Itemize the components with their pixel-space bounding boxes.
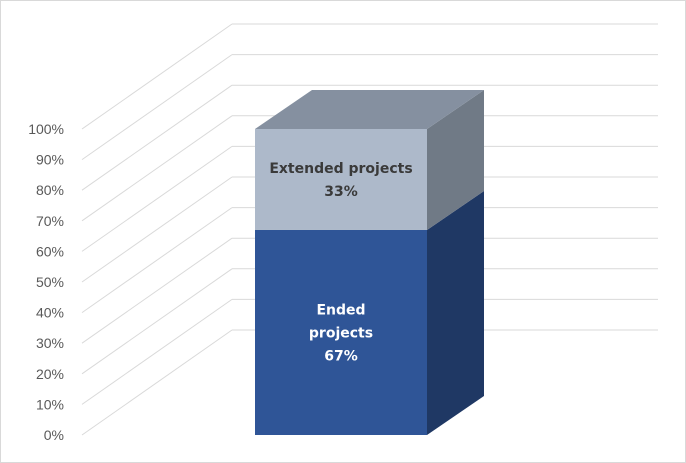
y-tick-label: 10% — [36, 396, 64, 412]
gridline-side — [81, 115, 233, 222]
gridline-side — [81, 329, 233, 436]
bar-front-0 — [255, 229, 427, 435]
gridline-side — [81, 84, 233, 191]
y-axis: 0% 10% 20% 30% 40% 50% 60% 70% 80% 90% 100% — [28, 121, 64, 443]
bar-stack — [255, 90, 484, 435]
bar-side-0 — [427, 190, 484, 435]
gridline-side — [81, 268, 233, 375]
gridline-side — [81, 54, 233, 161]
y-tick-label: 30% — [36, 335, 64, 351]
gridline-side — [81, 23, 233, 130]
y-tick-label: 50% — [36, 274, 64, 290]
y-tick-label: 70% — [36, 213, 64, 229]
data-label-line: Ended — [316, 302, 365, 318]
data-labels: Ended projects 67% Extended projects 33% — [269, 161, 412, 364]
data-label-1: Extended projects 33% — [269, 161, 412, 200]
gridline-side — [81, 145, 233, 252]
y-tick-label: 90% — [36, 152, 64, 168]
y-tick-label: 0% — [44, 427, 64, 443]
gridline-side — [81, 176, 233, 283]
y-tick-label: 100% — [28, 121, 64, 137]
y-tick-label: 20% — [36, 366, 64, 382]
gridline-side — [81, 298, 233, 405]
bar-top — [255, 90, 484, 129]
data-label-0: Ended projects 67% — [309, 302, 373, 364]
y-tick-label: 60% — [36, 243, 64, 259]
bar-front-1 — [255, 129, 427, 230]
y-tick-label: 80% — [36, 182, 64, 198]
gridline-side — [81, 207, 233, 314]
y-tick-label: 40% — [36, 305, 64, 321]
data-label-line: projects — [309, 325, 373, 341]
gridline-side — [81, 237, 233, 344]
data-label-line: Extended projects — [269, 161, 412, 177]
data-label-line: 33% — [324, 184, 358, 200]
bar-side-1 — [427, 90, 484, 230]
data-label-line: 67% — [324, 348, 358, 364]
